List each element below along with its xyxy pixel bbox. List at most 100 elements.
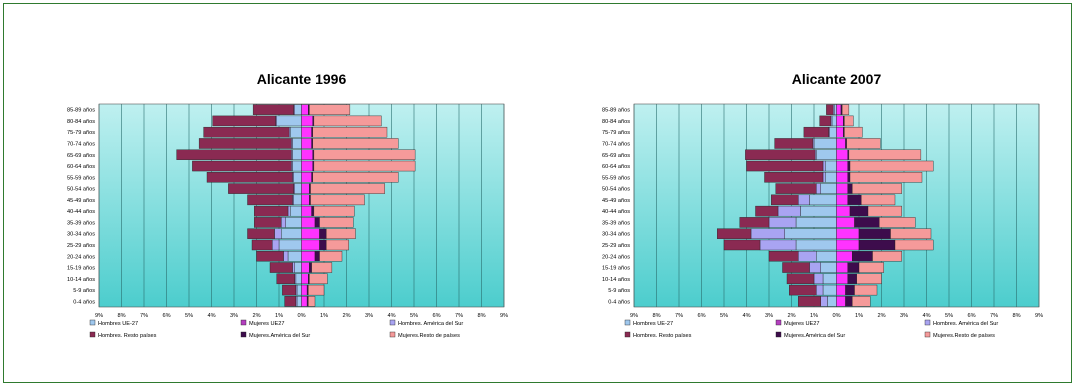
x-tick-label: 2%	[787, 313, 795, 319]
bar-mujeres-resto	[867, 205, 902, 217]
x-tick-label: 3%	[900, 313, 908, 319]
x-tick-label: 8%	[652, 313, 660, 319]
age-label: 5-9 años	[608, 288, 630, 294]
x-tick-label: 4%	[742, 313, 750, 319]
bar-mujeres-america	[849, 205, 869, 217]
age-label: 30-34 años	[602, 232, 630, 238]
plot-border	[633, 103, 1040, 308]
bar-hombres-america	[798, 194, 810, 206]
bar-hombres-resto	[764, 172, 824, 183]
bar-mujeres-ue	[301, 183, 310, 194]
bar-mujeres-resto	[879, 217, 916, 228]
bar-mujeres-america	[847, 183, 853, 194]
bar-mujeres-resto	[308, 284, 325, 296]
bar-mujeres-ue	[301, 273, 309, 285]
legend-swatch	[389, 331, 396, 338]
bar-mujeres-resto	[849, 160, 934, 172]
plot-border	[98, 103, 505, 308]
x-tick-label: 2%	[342, 313, 350, 319]
bar-hombres-resto	[798, 296, 821, 307]
legend-swatch	[89, 319, 96, 326]
bar-hombres-resto	[775, 183, 817, 194]
age-label: 60-64 años	[67, 164, 95, 170]
bar-hombres-ue	[292, 149, 302, 160]
bar-hombres-ue	[795, 217, 837, 228]
bar-mujeres-resto	[326, 239, 349, 251]
age-label: 20-24 años	[602, 254, 630, 260]
bar-hombres-resto	[192, 160, 292, 172]
age-label: 65-69 años	[67, 153, 95, 159]
bar-mujeres-resto	[858, 262, 884, 273]
bar-mujeres-resto	[852, 183, 902, 194]
bar-hombres-ue	[292, 160, 302, 172]
age-label: 80-84 años	[602, 119, 630, 125]
bar-mujeres-ue	[301, 149, 313, 160]
bar-hombres-resto	[723, 239, 761, 251]
bar-mujeres-america	[858, 228, 891, 239]
legend-swatch	[624, 319, 631, 326]
x-tick-label: 3%	[765, 313, 773, 319]
bar-mujeres-america	[847, 172, 851, 183]
bar-mujeres-ue	[301, 228, 320, 239]
bar-hombres-ue	[295, 273, 302, 285]
x-tick-label: 9%	[500, 313, 508, 319]
x-tick-label: 9%	[95, 313, 103, 319]
bar-mujeres-resto	[313, 115, 382, 127]
bar-hombres-america	[777, 205, 801, 217]
age-label: 25-29 años	[602, 243, 630, 249]
bar-mujeres-ue	[836, 239, 860, 251]
bar-hombres-america	[822, 160, 826, 172]
bar-hombres-ue	[809, 194, 837, 206]
bar-mujeres-resto	[312, 126, 388, 138]
x-tick-label: 4%	[387, 313, 395, 319]
x-tick-label: 5%	[410, 313, 418, 319]
bar-mujeres-ue	[836, 104, 842, 115]
x-tick-label: 2%	[252, 313, 260, 319]
x-tick-label: 5%	[185, 313, 193, 319]
age-label: 35-39 años	[602, 220, 630, 226]
x-tick-label: 9%	[1035, 313, 1043, 319]
age-label: 65-69 años	[602, 153, 630, 159]
bar-mujeres-resto	[326, 228, 356, 239]
x-tick-label: 5%	[945, 313, 953, 319]
bar-hombres-ue	[813, 138, 837, 149]
age-label: 45-49 años	[602, 198, 630, 204]
x-tick-label: 0%	[297, 313, 305, 319]
bar-hombres-resto	[212, 115, 276, 127]
bar-hombres-resto	[717, 228, 752, 239]
bar-hombres-resto	[789, 284, 817, 296]
bar-hombres-resto	[771, 194, 799, 206]
bar-mujeres-america	[845, 284, 855, 296]
bar-mujeres-america	[847, 273, 857, 285]
bar-mujeres-ue	[836, 217, 855, 228]
bar-mujeres-resto	[313, 205, 355, 217]
bar-hombres-ue	[290, 126, 302, 138]
bar-hombres-resto	[206, 172, 293, 183]
bar-hombres-resto	[786, 273, 815, 285]
age-label: 55-59 años	[67, 175, 95, 181]
legend-swatch	[775, 319, 782, 326]
x-tick-label: 3%	[365, 313, 373, 319]
bar-hombres-resto	[819, 115, 832, 127]
age-label: 5-9 años	[73, 288, 95, 294]
bar-hombres-resto	[203, 126, 290, 138]
bar-hombres-ue	[287, 251, 302, 262]
bar-hombres-ue	[825, 160, 837, 172]
bar-hombres-resto	[755, 205, 779, 217]
chart-title: Alicante 1996	[257, 71, 347, 87]
figure-frame: Alicante 1996 0-4 años 5-9 años 10-14 años 1…	[3, 3, 1072, 383]
bar-mujeres-resto	[856, 273, 882, 285]
bar-hombres-america	[287, 205, 291, 217]
bar-hombres-resto	[803, 126, 829, 138]
bar-mujeres-resto	[319, 251, 343, 262]
bar-hombres-ue	[825, 172, 837, 183]
legend-label: Hombres. Resto países	[633, 333, 692, 339]
bar-mujeres-ue	[836, 183, 848, 194]
age-label: 0-4 años	[73, 299, 95, 305]
x-tick-label: 8%	[1012, 313, 1020, 319]
bar-mujeres-ue	[836, 228, 860, 239]
bar-hombres-america	[820, 296, 828, 307]
bar-mujeres-ue	[301, 104, 309, 115]
bar-mujeres-resto	[309, 273, 328, 285]
bar-mujeres-america	[852, 251, 873, 262]
